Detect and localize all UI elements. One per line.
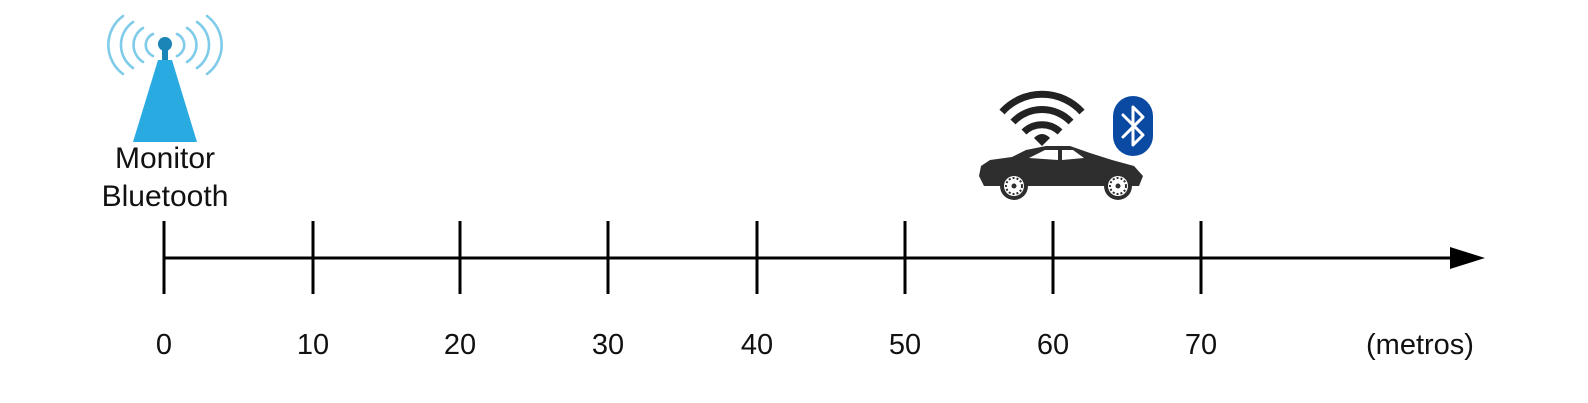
tick-label: 10 (296, 329, 330, 361)
tick-label: 30 (591, 329, 625, 361)
tick-label: 50 (888, 329, 922, 361)
tower-signal-icon (107, 14, 223, 76)
tick-label: 70 (1184, 329, 1218, 361)
tick-label: 20 (443, 329, 477, 361)
wifi-icon (999, 90, 1085, 135)
tick-label: 60 (1036, 329, 1070, 361)
axis-unit-label: (metros) (1366, 329, 1474, 361)
monitor-label-line1: Monitor (114, 142, 216, 175)
car-wheel (1104, 172, 1132, 200)
tick-label: 0 (155, 329, 173, 361)
monitor-label: Monitor Bluetooth (85, 140, 245, 216)
monitor-tower-icon (107, 14, 223, 142)
tick-label: 40 (740, 329, 774, 361)
car-icon (979, 146, 1143, 200)
car-wheel (1000, 172, 1028, 200)
bluetooth-icon (1113, 96, 1153, 156)
axis-arrowhead (1450, 247, 1485, 269)
monitor-label-line2: Bluetooth (101, 180, 229, 213)
axis-ticks (162, 221, 1203, 294)
